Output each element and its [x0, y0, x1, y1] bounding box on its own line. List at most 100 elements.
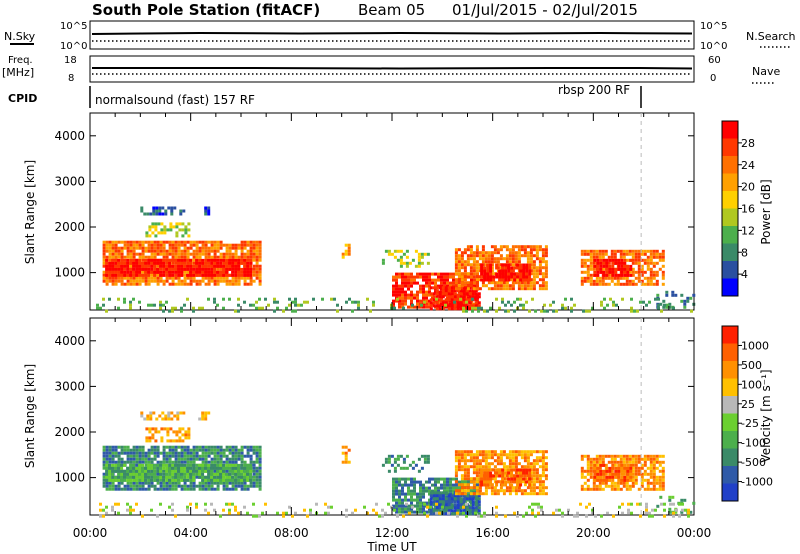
rti-cell — [344, 451, 348, 455]
rti-cell — [165, 279, 169, 283]
rti-cell — [526, 462, 530, 466]
rti-cell — [526, 492, 530, 496]
rti-cell — [456, 307, 460, 311]
rti-cell — [231, 252, 235, 256]
rti-cell — [438, 503, 442, 507]
rti-cell — [610, 279, 614, 283]
rti-cell — [475, 248, 479, 252]
rti-cell — [108, 448, 112, 452]
rti-cell — [392, 492, 395, 496]
rti-cell — [177, 249, 181, 253]
rti-cell — [401, 296, 404, 300]
rti-cell — [225, 487, 229, 491]
rti-cell — [416, 501, 419, 505]
rti-cell — [529, 248, 533, 252]
rti-cell — [141, 273, 145, 277]
rti-cell — [147, 246, 151, 250]
rti-cell — [407, 281, 410, 285]
rti-cell — [201, 451, 205, 455]
rti-cell — [153, 484, 157, 488]
rti-cell — [201, 448, 205, 452]
rti-cell — [108, 475, 112, 479]
rti-cell — [629, 475, 633, 479]
rti-cell — [511, 260, 515, 264]
rti-cell — [668, 302, 672, 306]
rti-cell — [661, 270, 665, 274]
rti-cell — [141, 469, 145, 473]
rti-cell — [643, 478, 647, 482]
rti-cell — [222, 261, 226, 265]
rti-cell — [252, 243, 256, 247]
rti-cell — [616, 460, 620, 464]
rti-cell — [344, 454, 348, 458]
rti-cell — [141, 249, 145, 253]
rti-cell — [231, 261, 235, 265]
rti-cell — [469, 480, 473, 484]
rti-cell — [120, 252, 124, 256]
rti-cell — [210, 457, 214, 461]
cpid-left-text: normalsound (fast) 157 RF — [95, 93, 255, 107]
rti-cell — [425, 299, 428, 303]
rti-cell — [156, 469, 160, 473]
rti-cell — [150, 478, 154, 482]
rti-cell — [153, 255, 157, 259]
rti-cell — [336, 309, 339, 313]
rti-cell — [541, 281, 545, 285]
rti-cell — [438, 292, 442, 296]
rti-cell — [589, 463, 593, 467]
rti-cell — [237, 466, 241, 470]
rti-cell — [496, 489, 500, 493]
rti-cell — [625, 481, 629, 485]
rti-cell — [508, 462, 512, 466]
rti-cell — [111, 270, 115, 274]
rti-cell — [117, 451, 121, 455]
rti-cell — [222, 243, 226, 247]
rti-cell — [419, 495, 422, 499]
rti-cell — [243, 300, 246, 304]
rti-cell — [513, 477, 517, 481]
rti-cell — [422, 296, 425, 300]
rti-cell — [141, 478, 145, 482]
rti-cell — [174, 469, 178, 473]
rti-cell — [228, 279, 232, 283]
rti-cell — [446, 281, 449, 285]
rti-cell — [477, 304, 481, 308]
rti-cell — [201, 469, 205, 473]
rti-cell — [141, 451, 145, 455]
rti-cell — [690, 309, 693, 313]
rti-cell — [483, 514, 486, 518]
rti-cell — [517, 489, 521, 493]
rti-cell — [246, 475, 250, 479]
rti-cell — [432, 292, 436, 296]
rti-cell — [519, 483, 523, 487]
rti-cell — [228, 451, 232, 455]
rti-cell — [643, 454, 647, 458]
rti-cell — [177, 445, 181, 449]
rti-cell — [120, 475, 124, 479]
rti-cell — [255, 475, 259, 479]
rti-cell — [616, 481, 620, 485]
rti-cell — [610, 484, 614, 488]
rti-cell — [246, 466, 250, 470]
rti-cell — [683, 498, 687, 502]
rti-cell — [198, 469, 202, 473]
rti-cell — [315, 502, 318, 506]
rti-cell — [486, 477, 490, 481]
rti-cell — [471, 289, 475, 293]
rti-cell — [492, 468, 496, 472]
rti-cell — [150, 243, 154, 247]
rti-cell — [589, 249, 593, 253]
rti-cell — [481, 263, 485, 267]
rti-cell — [198, 445, 202, 449]
rti-cell — [147, 282, 151, 286]
rti-cell — [580, 454, 584, 458]
rti-cell — [228, 267, 232, 271]
rti-cell — [168, 273, 172, 277]
rti-cell — [661, 273, 665, 277]
rti-cell — [240, 466, 244, 470]
rti-cell — [160, 228, 164, 232]
rti-cell — [541, 272, 545, 276]
rti-cell — [144, 273, 148, 277]
rti-cell — [469, 453, 473, 457]
rti-cell — [532, 468, 536, 472]
